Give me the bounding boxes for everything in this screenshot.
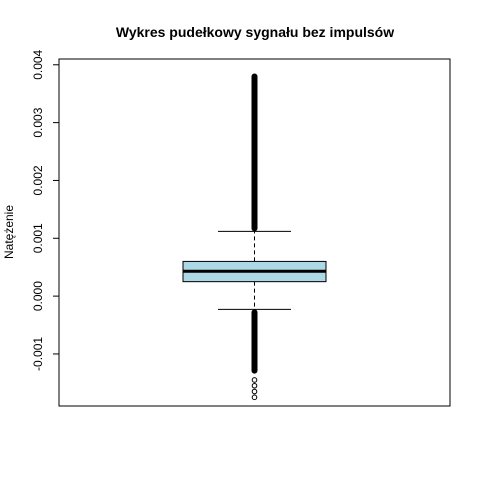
outlier-point (251, 377, 258, 383)
y-axis: -0.001 0.000 0.001 0.002 0.003 0.004 (31, 49, 59, 371)
y-tick-label: 0.001 (31, 223, 45, 253)
upper-outliers (251, 73, 258, 232)
lower-outliers (251, 309, 258, 374)
outlier-point (251, 394, 258, 401)
y-tick-label: -0.001 (31, 337, 45, 371)
y-tick-label: 0.004 (31, 49, 45, 79)
plot-frame (58, 58, 451, 407)
box-group (182, 73, 327, 401)
y-axis-label: Natężenie (2, 205, 16, 259)
outlier-point (251, 382, 258, 389)
chart-title: Wykres pudełkowy sygnału bez impulsów (116, 24, 394, 40)
y-tick-label: 0.003 (31, 107, 45, 137)
y-tick-label: 0.002 (31, 165, 45, 195)
outlier-point (251, 388, 258, 395)
y-tick-label: 0.000 (31, 281, 45, 311)
